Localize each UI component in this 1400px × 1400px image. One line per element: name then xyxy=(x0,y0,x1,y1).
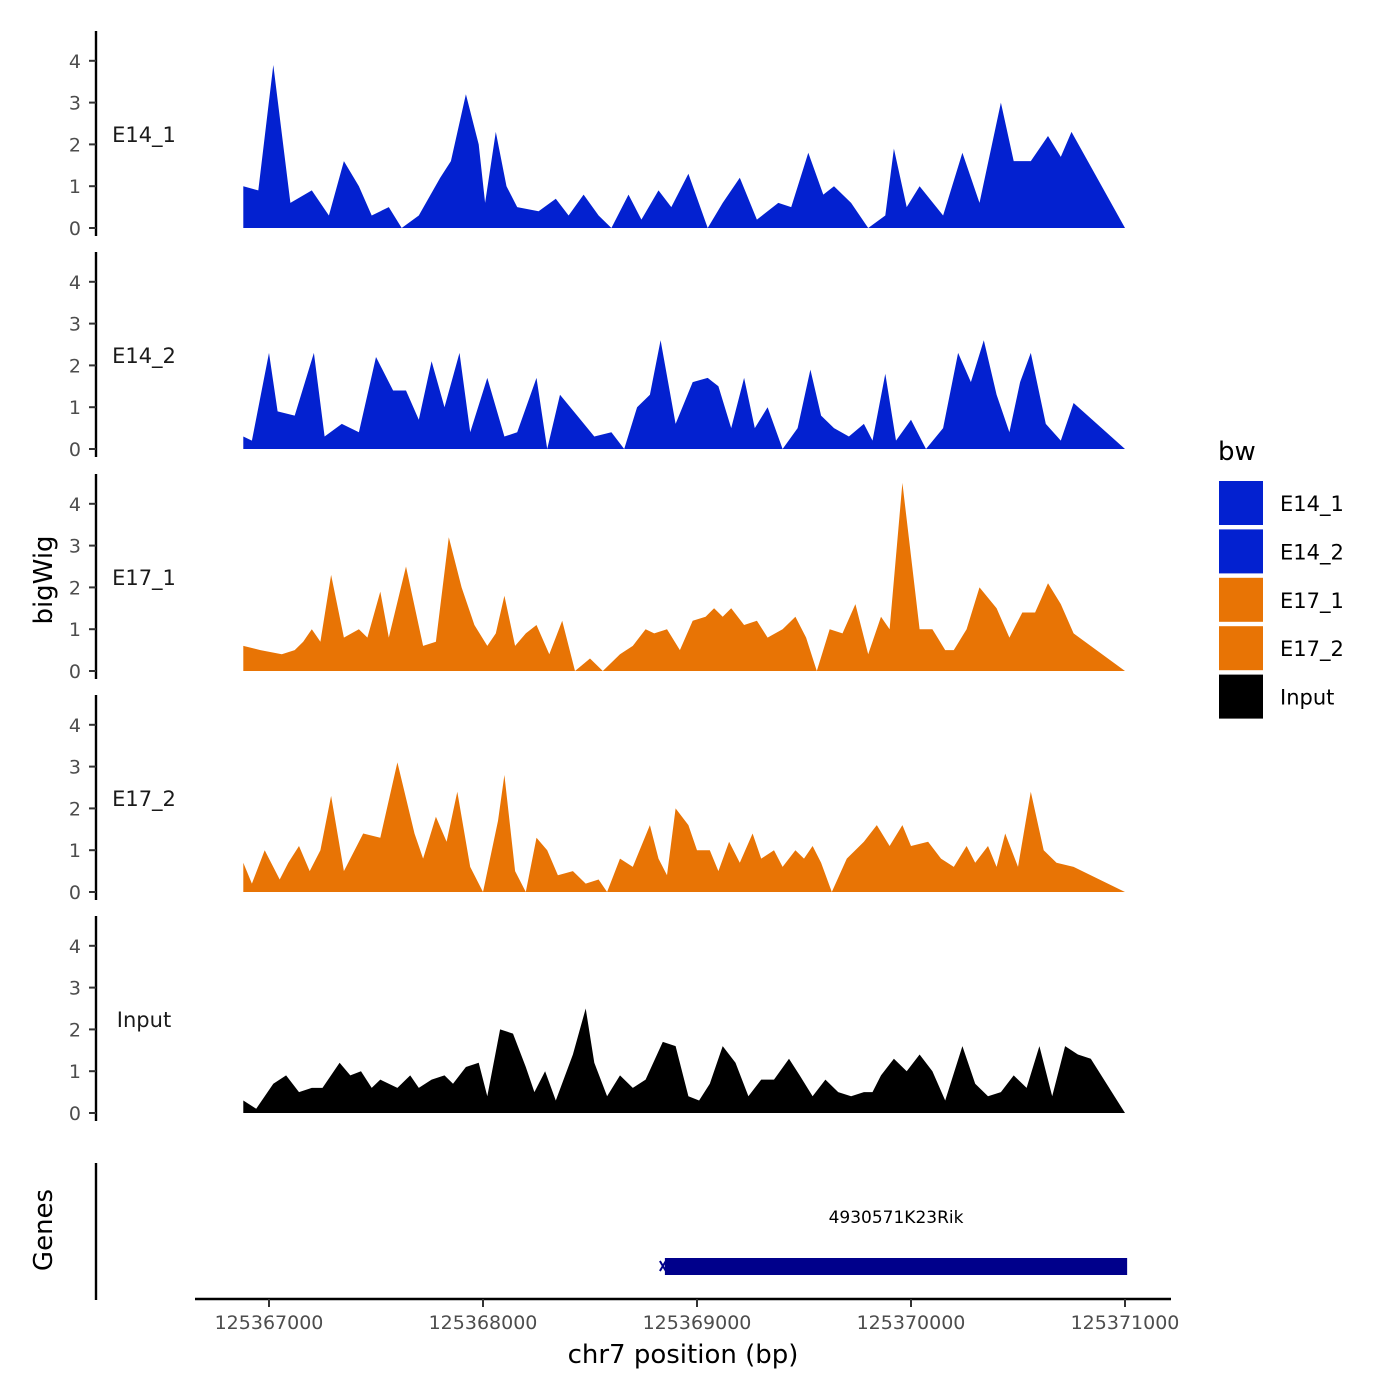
track-E14_2: 0 1 2 3 4 E14_2 xyxy=(69,252,1126,461)
y-tick-label: 0 xyxy=(69,1103,81,1125)
y-tick-label: 4 xyxy=(69,936,81,958)
legend-swatch xyxy=(1219,626,1263,671)
legend-swatch xyxy=(1219,674,1263,719)
legend-title: bw xyxy=(1218,437,1256,467)
y-tick-label: 1 xyxy=(69,176,81,198)
signal-area-E17_1 xyxy=(243,482,1126,671)
y-tick-label: 2 xyxy=(69,1019,81,1041)
gene-body xyxy=(664,1258,1128,1275)
x-axis-title: chr7 position (bp) xyxy=(568,1340,799,1370)
y-tick-label: 4 xyxy=(69,494,81,516)
x-axis: 125367000 125368000 125369000 125370000 1253… xyxy=(195,1297,1180,1334)
track-E14_1: 0 1 2 3 4 E14_1 xyxy=(69,31,1126,240)
track-label: E14_1 xyxy=(112,123,176,148)
y-tick-label: 1 xyxy=(69,840,81,862)
gene-label: 4930571K23Rik xyxy=(829,1208,964,1228)
signal-area-E14_2 xyxy=(243,340,1126,449)
track-label: E17_2 xyxy=(112,787,176,812)
track-E17_1: 0 1 2 3 4 E17_1 xyxy=(69,474,1126,683)
y-tick-label: 1 xyxy=(69,619,81,641)
legend-item-Input: Input xyxy=(1219,674,1334,719)
legend-item-E17_1: E17_1 xyxy=(1219,577,1344,622)
y-tick-label: 1 xyxy=(69,397,81,419)
y-tick-label: 4 xyxy=(69,51,81,73)
y-tick-label: 3 xyxy=(69,978,81,1000)
legend-swatch xyxy=(1219,529,1263,574)
track-label: E14_2 xyxy=(112,344,176,369)
y-tick-label: 3 xyxy=(69,314,81,336)
track-Input: 0 1 2 3 4 Input xyxy=(69,916,1126,1125)
gene-strand-marker xyxy=(659,1260,667,1272)
track-label: Input xyxy=(117,1008,171,1032)
y-tick-label: 3 xyxy=(69,536,81,558)
legend-item-E14_2: E14_2 xyxy=(1219,529,1344,574)
y-tick-label: 0 xyxy=(69,439,81,461)
y-tick-label: 1 xyxy=(69,1061,81,1083)
y-tick-label: 0 xyxy=(69,218,81,240)
legend-item-E17_2: E17_2 xyxy=(1219,626,1344,671)
x-tick-label: 125370000 xyxy=(857,1312,966,1334)
legend-label: E17_1 xyxy=(1280,589,1344,614)
x-tick-label: 125371000 xyxy=(1071,1312,1180,1334)
x-tick-label: 125368000 xyxy=(429,1312,538,1334)
y-tick-label: 0 xyxy=(69,661,81,683)
signal-area-E14_1 xyxy=(243,65,1126,228)
genes-track-title: Genes xyxy=(29,1189,59,1271)
y-tick-label: 2 xyxy=(69,577,81,599)
signal-area-Input xyxy=(243,1008,1126,1113)
gene-4930571K23Rik: 4930571K23Rik xyxy=(659,1208,1128,1275)
y-tick-label: 0 xyxy=(69,882,81,904)
x-tick-label: 125367000 xyxy=(215,1312,324,1334)
legend-label: E14_1 xyxy=(1280,492,1344,517)
legend-item-E14_1: E14_1 xyxy=(1219,481,1344,525)
y-axis-title: bigWig xyxy=(29,535,59,624)
y-tick-label: 2 xyxy=(69,798,81,820)
y-tick-label: 3 xyxy=(69,93,81,115)
legend-label: E14_2 xyxy=(1280,540,1344,565)
legend-swatch xyxy=(1219,481,1263,525)
y-tick-label: 4 xyxy=(69,272,81,294)
y-tick-label: 4 xyxy=(69,715,81,737)
x-tick-label: 125369000 xyxy=(643,1312,752,1334)
legend-label: Input xyxy=(1280,686,1334,710)
y-tick-label: 2 xyxy=(69,355,81,377)
signal-tracks: 0 1 2 3 4 E14_1 0 1 2 3 4 E14_2 0 1 2 3 4 E17_1 0 1 2 3 4 E17_2… xyxy=(69,31,1126,1125)
genes-track: Genes 4930571K23Rik xyxy=(29,1163,1128,1300)
legend-label: E17_2 xyxy=(1280,637,1344,662)
legend: bw E14_1 E14_2 E17_1 E17_2 Input xyxy=(1218,437,1344,719)
y-tick-label: 3 xyxy=(69,757,81,779)
signal-area-E17_2 xyxy=(243,762,1126,892)
track-label: E17_1 xyxy=(112,566,176,591)
legend-swatch xyxy=(1219,577,1263,622)
y-tick-label: 2 xyxy=(69,134,81,156)
track-E17_2: 0 1 2 3 4 E17_2 xyxy=(69,695,1126,904)
